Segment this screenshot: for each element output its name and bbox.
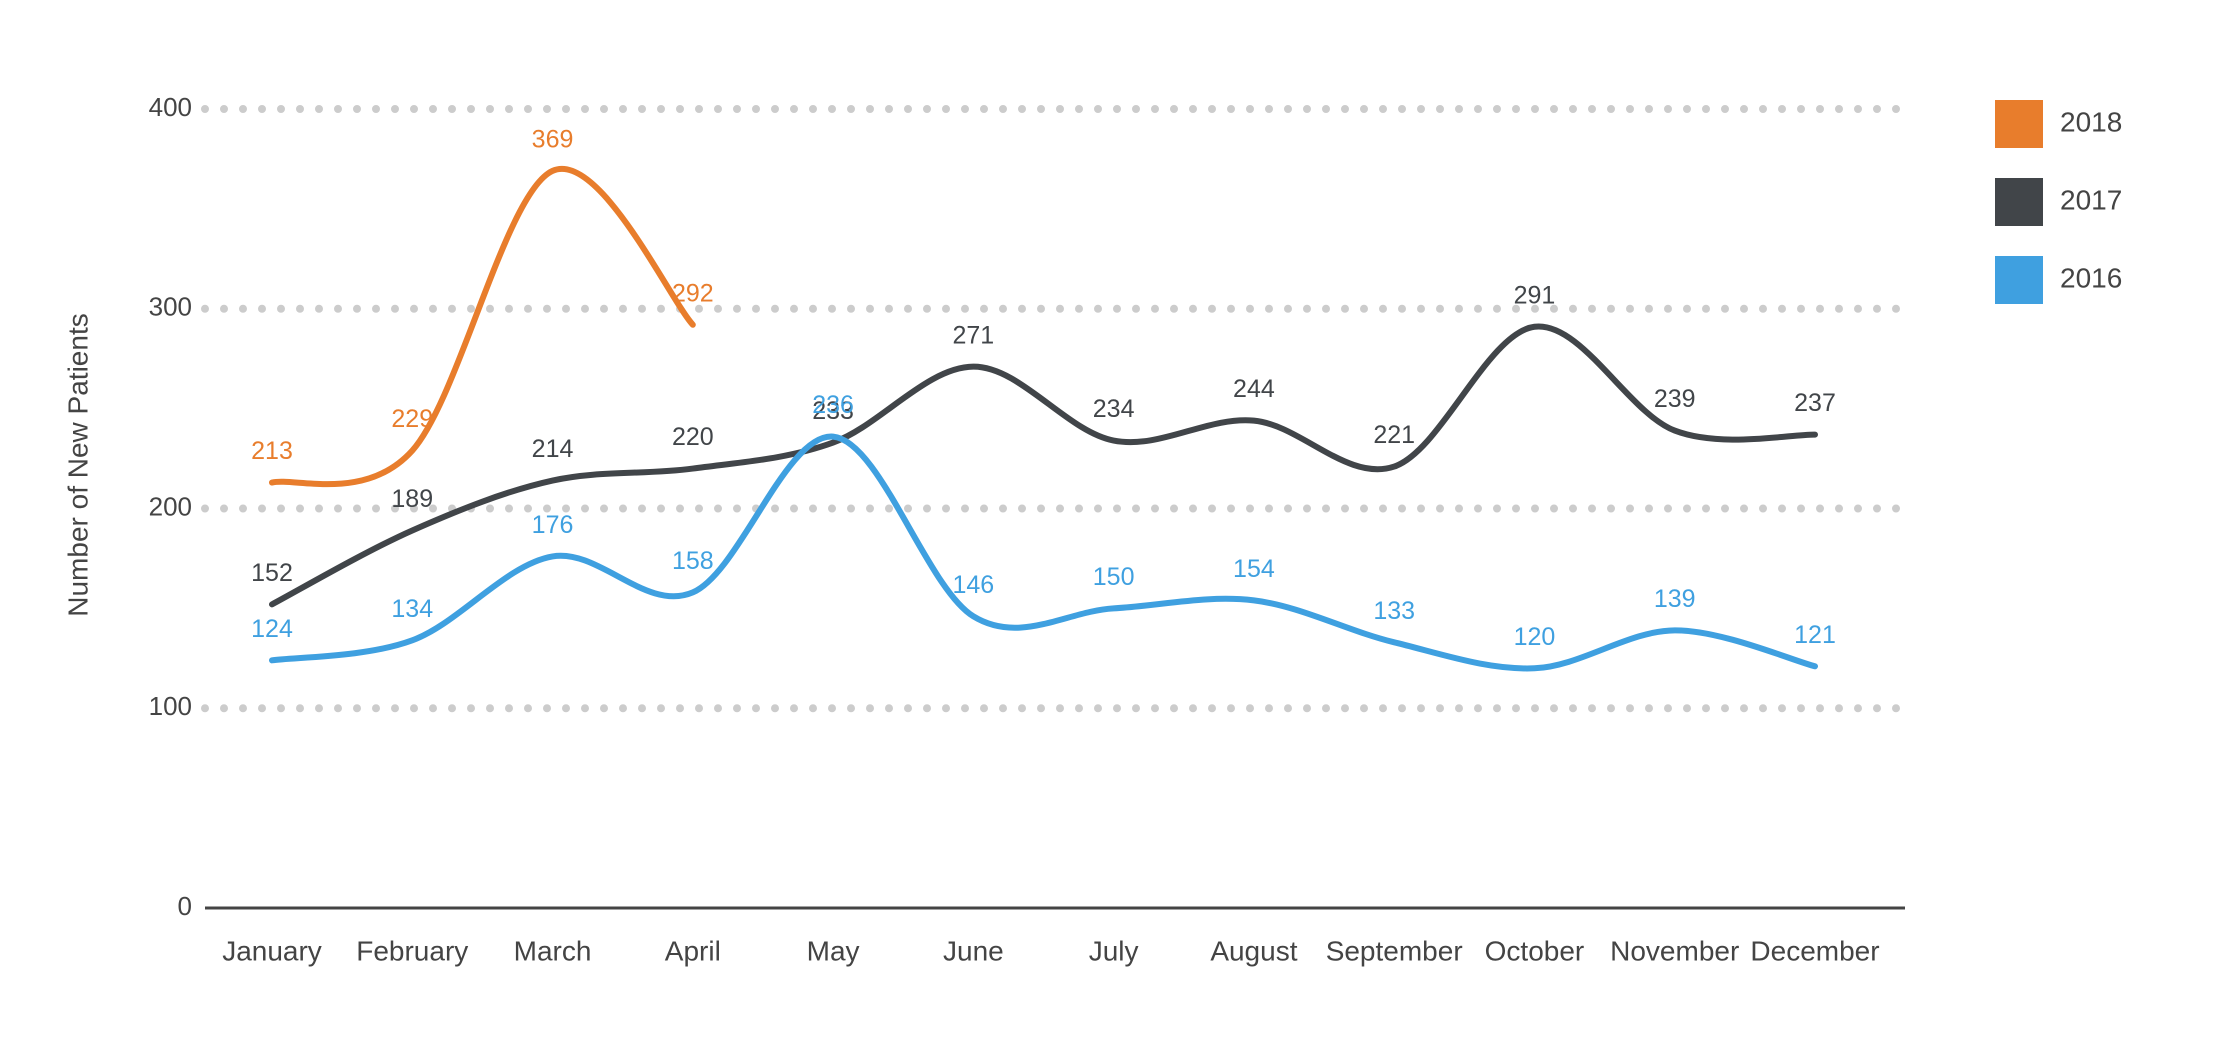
x-tick-label: February	[356, 935, 468, 966]
data-label: 236	[812, 391, 854, 419]
data-label: 121	[1794, 621, 1836, 649]
data-label: 221	[1373, 421, 1415, 449]
y-tick-label: 400	[149, 92, 192, 122]
data-label: 152	[251, 559, 293, 587]
x-tick-label: April	[665, 935, 721, 966]
data-label: 233	[812, 397, 854, 425]
data-label: 120	[1514, 623, 1556, 651]
y-axis-label: Number of New Patients	[62, 313, 93, 616]
x-tick-label: January	[222, 935, 322, 966]
data-label: 189	[391, 485, 433, 513]
data-label: 239	[1654, 385, 1696, 413]
data-label: 214	[532, 435, 574, 463]
y-tick-label: 300	[149, 292, 192, 322]
x-tick-label: December	[1750, 935, 1879, 966]
y-tick-label: 100	[149, 691, 192, 721]
data-label: 229	[391, 405, 433, 433]
legend-swatch	[1995, 100, 2043, 148]
data-label: 369	[532, 126, 574, 154]
data-label: 139	[1654, 585, 1696, 613]
data-label: 234	[1093, 395, 1135, 423]
data-label: 150	[1093, 563, 1135, 591]
data-label: 124	[251, 615, 293, 643]
legend-swatch	[1995, 178, 2043, 226]
y-tick-label: 200	[149, 491, 192, 521]
legend-label: 2016	[2060, 262, 2122, 293]
data-label: 154	[1233, 555, 1275, 583]
data-label: 291	[1514, 281, 1556, 309]
x-tick-label: June	[943, 935, 1004, 966]
series-line	[269, 165, 696, 488]
data-label: 158	[672, 547, 714, 575]
x-tick-label: May	[807, 935, 860, 966]
legend-label: 2017	[2060, 184, 2122, 215]
x-tick-label: October	[1485, 935, 1585, 966]
y-tick-label: 0	[178, 891, 192, 921]
data-label: 271	[953, 321, 995, 349]
data-label: 213	[251, 437, 293, 465]
data-label: 244	[1233, 375, 1275, 403]
legend-swatch	[1995, 256, 2043, 304]
x-tick-label: September	[1326, 935, 1463, 966]
legend-label: 2018	[2060, 106, 2122, 137]
data-label: 146	[953, 571, 995, 599]
series-line	[269, 433, 1818, 672]
data-label: 176	[532, 511, 574, 539]
data-label: 220	[672, 423, 714, 451]
x-tick-label: November	[1610, 935, 1739, 966]
data-label: 133	[1373, 597, 1415, 625]
data-label: 292	[672, 279, 714, 307]
data-label: 134	[391, 595, 433, 623]
x-tick-label: August	[1210, 935, 1297, 966]
data-label: 237	[1794, 389, 1836, 417]
x-tick-label: July	[1089, 935, 1139, 966]
series-line	[269, 323, 1818, 608]
x-tick-label: March	[514, 935, 592, 966]
